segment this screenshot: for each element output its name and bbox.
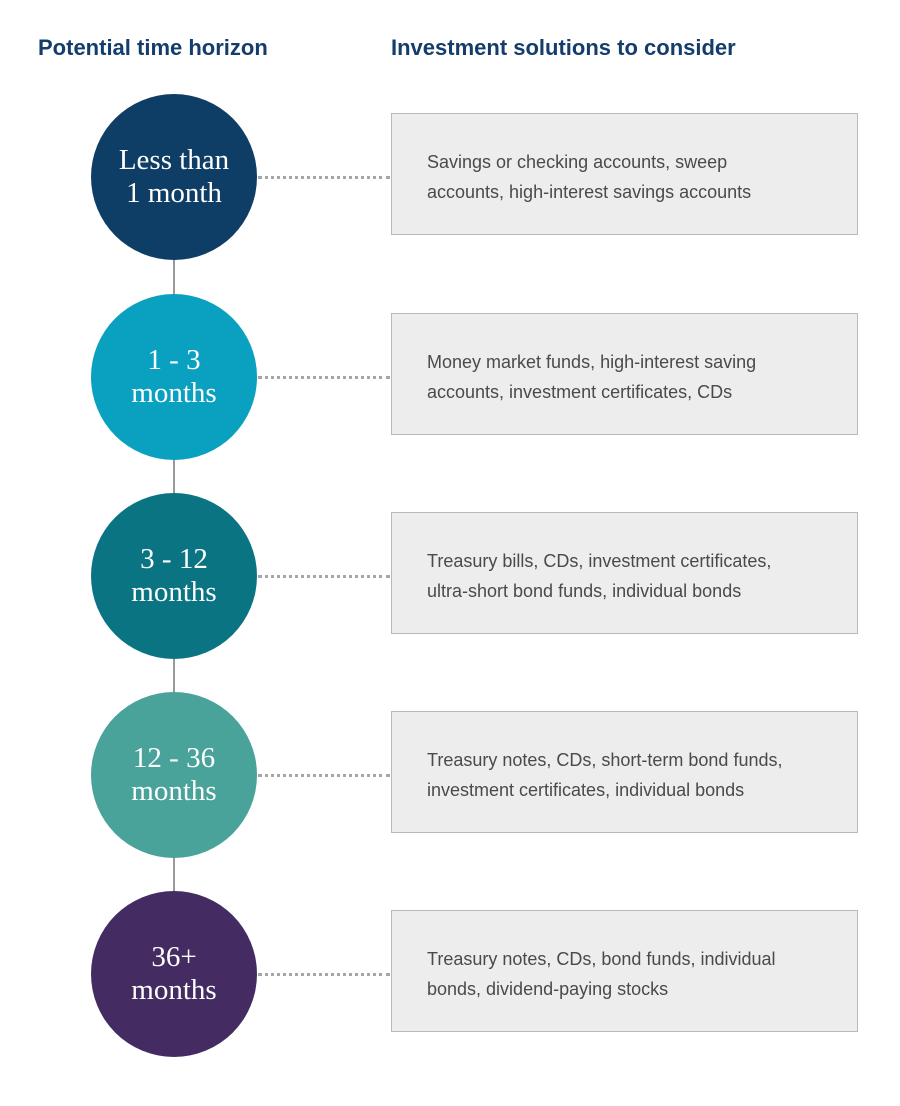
time-horizon-column-header: Potential time horizon	[38, 35, 268, 60]
horizon-circle-3-12-months: 3 - 12 months	[91, 493, 257, 659]
dotted-connector	[258, 176, 390, 179]
solutions-text-line1: Savings or checking accounts, sweep	[427, 152, 728, 172]
solutions-text-line1: Treasury notes, CDs, bond funds, individ…	[427, 949, 776, 969]
investment-solutions-column-header: Investment solutions to consider	[391, 35, 736, 60]
horizon-label-line1: 1 - 3	[147, 344, 201, 376]
timeline-row-36-plus-months: 36+ months Treasury notes, CDs, bond fun…	[0, 891, 900, 1057]
horizon-circle-36-plus-months: 36+ months	[91, 891, 257, 1057]
dotted-connector	[258, 575, 390, 578]
horizon-circle-less-than-1-month: Less than 1 month	[91, 94, 257, 260]
dotted-connector	[258, 973, 390, 976]
horizon-label-line2: months	[131, 576, 217, 608]
solutions-box-1-3-months: Money market funds, high-interest saving…	[391, 313, 858, 435]
solutions-text-line2: bonds, dividend-paying stocks	[427, 979, 669, 999]
horizon-circle-12-36-months: 12 - 36 months	[91, 692, 257, 858]
dotted-connector	[258, 376, 390, 379]
timeline-row-less-than-1-month: Less than 1 month Savings or checking ac…	[0, 94, 900, 260]
horizon-label-line2: months	[131, 974, 217, 1006]
solutions-box-less-than-1-month: Savings or checking accounts, sweep acco…	[391, 113, 858, 235]
horizon-label-line2: 1 month	[126, 177, 222, 209]
solutions-text-line2: investment certificates, individual bond…	[427, 780, 745, 800]
horizon-label-line1: 12 - 36	[132, 742, 216, 774]
solutions-text-line1: Treasury bills, CDs, investment certific…	[427, 551, 772, 571]
timeline-row-12-36-months: 12 - 36 months Treasury notes, CDs, shor…	[0, 692, 900, 858]
horizon-label-line1: Less than	[118, 144, 230, 176]
horizon-circle-1-3-months: 1 - 3 months	[91, 294, 257, 460]
solutions-box-12-36-months: Treasury notes, CDs, short-term bond fun…	[391, 711, 858, 833]
solutions-text-line1: Treasury notes, CDs, short-term bond fun…	[427, 750, 783, 770]
timeline-row-1-3-months: 1 - 3 months Money market funds, high-in…	[0, 294, 900, 460]
solutions-text-line1: Money market funds, high-interest saving	[427, 352, 757, 372]
horizon-label-line2: months	[131, 775, 217, 807]
horizon-label-line2: months	[131, 377, 217, 409]
dotted-connector	[258, 774, 390, 777]
timeline-row-3-12-months: 3 - 12 months Treasury bills, CDs, inves…	[0, 493, 900, 659]
solutions-text-line2: accounts, high-interest savings accounts	[427, 182, 752, 202]
solutions-box-3-12-months: Treasury bills, CDs, investment certific…	[391, 512, 858, 634]
solutions-box-36-plus-months: Treasury notes, CDs, bond funds, individ…	[391, 910, 858, 1032]
horizon-label-line1: 36+	[151, 941, 197, 973]
solutions-text-line2: ultra-short bond funds, individual bonds	[427, 581, 742, 601]
horizon-label-line1: 3 - 12	[140, 543, 208, 575]
solutions-text-line2: accounts, investment certificates, CDs	[427, 382, 733, 402]
